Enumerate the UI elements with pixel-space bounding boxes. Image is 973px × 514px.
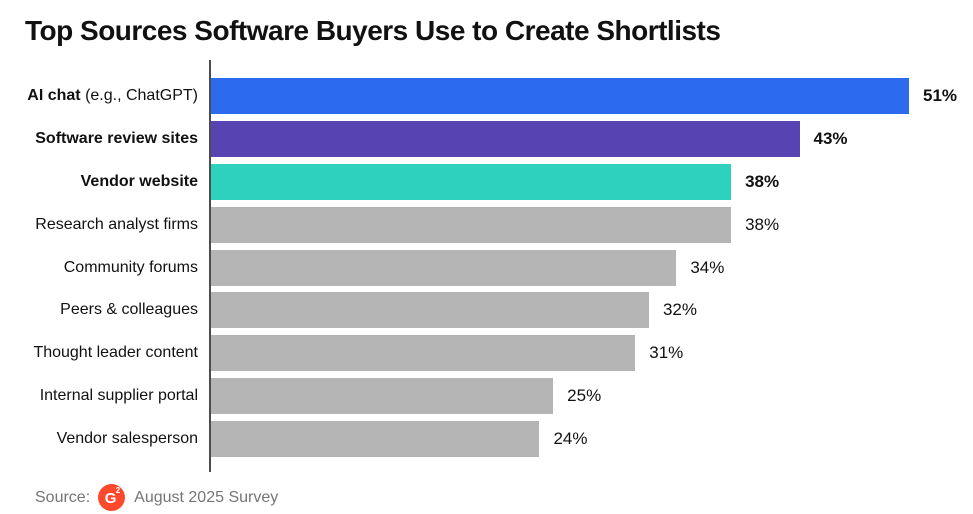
value-label: 34%	[690, 257, 725, 277]
value-label: 24%	[553, 428, 588, 448]
category-label: Peers & colleagues	[60, 301, 198, 319]
bar-row: Software review sites 43%	[0, 118, 973, 161]
bar	[211, 335, 636, 372]
chart-title: Top Sources Software Buyers Use to Creat…	[25, 15, 721, 46]
g2-logo-icon: G 2	[98, 484, 126, 511]
bar-row: Thought leader content 31%	[0, 332, 973, 375]
bar-track: 31%	[211, 332, 973, 375]
y-axis-line	[209, 60, 211, 472]
category-label: Vendor salesperson	[56, 429, 198, 447]
g2-logo-letter: G	[104, 490, 117, 507]
bar-track: 38%	[211, 161, 973, 204]
category-label: Software review sites	[35, 130, 198, 148]
category-label: AI chat (e.g., ChatGPT)	[27, 87, 198, 105]
bar-row: AI chat (e.g., ChatGPT) 51%	[0, 75, 973, 118]
bar-track: 38%	[211, 203, 973, 246]
bar-track: 34%	[211, 246, 973, 289]
bar-row: Internal supplier portal 25%	[0, 375, 973, 418]
category-label: Community forums	[63, 258, 198, 276]
bar-chart: AI chat (e.g., ChatGPT) 51% Software revie…	[0, 60, 973, 472]
value-label: 25%	[567, 385, 602, 405]
category-label: Thought leader content	[33, 344, 198, 362]
value-label: 38%	[745, 171, 780, 191]
category-label: Internal supplier portal	[39, 386, 198, 404]
source-prefix: Source:	[35, 488, 91, 506]
category-label: Vendor website	[80, 172, 198, 190]
source-line: Source: G 2 August 2025 Survey	[35, 484, 973, 511]
source-text: August 2025 Survey	[134, 488, 279, 506]
bar-track: 25%	[211, 375, 973, 418]
value-label: 31%	[649, 343, 684, 363]
value-label: 43%	[813, 129, 848, 149]
bar	[211, 206, 732, 243]
bar-row: Vendor website 38%	[0, 161, 973, 204]
bar-row: Community forums 34%	[0, 246, 973, 289]
bar	[211, 292, 649, 329]
bar-track: 24%	[211, 417, 973, 460]
bar-rows: AI chat (e.g., ChatGPT) 51% Software revie…	[0, 75, 973, 460]
bar-row: Vendor salesperson 24%	[0, 417, 973, 460]
g2-logo-digit: 2	[115, 486, 121, 495]
bar	[211, 420, 540, 457]
bar	[211, 78, 909, 115]
bar-row: Peers & colleagues 32%	[0, 289, 973, 332]
bar	[211, 377, 554, 414]
bar-track: 51%	[211, 75, 973, 118]
category-label: Research analyst firms	[35, 215, 198, 233]
bar-track: 43%	[211, 118, 973, 161]
bar	[211, 121, 800, 158]
value-label: 51%	[923, 86, 958, 106]
bar-row: Research analyst firms 38%	[0, 203, 973, 246]
value-label: 32%	[662, 300, 697, 320]
value-label: 38%	[745, 214, 780, 234]
bar-track: 32%	[211, 289, 973, 332]
bar	[211, 249, 677, 286]
bar	[211, 163, 732, 200]
